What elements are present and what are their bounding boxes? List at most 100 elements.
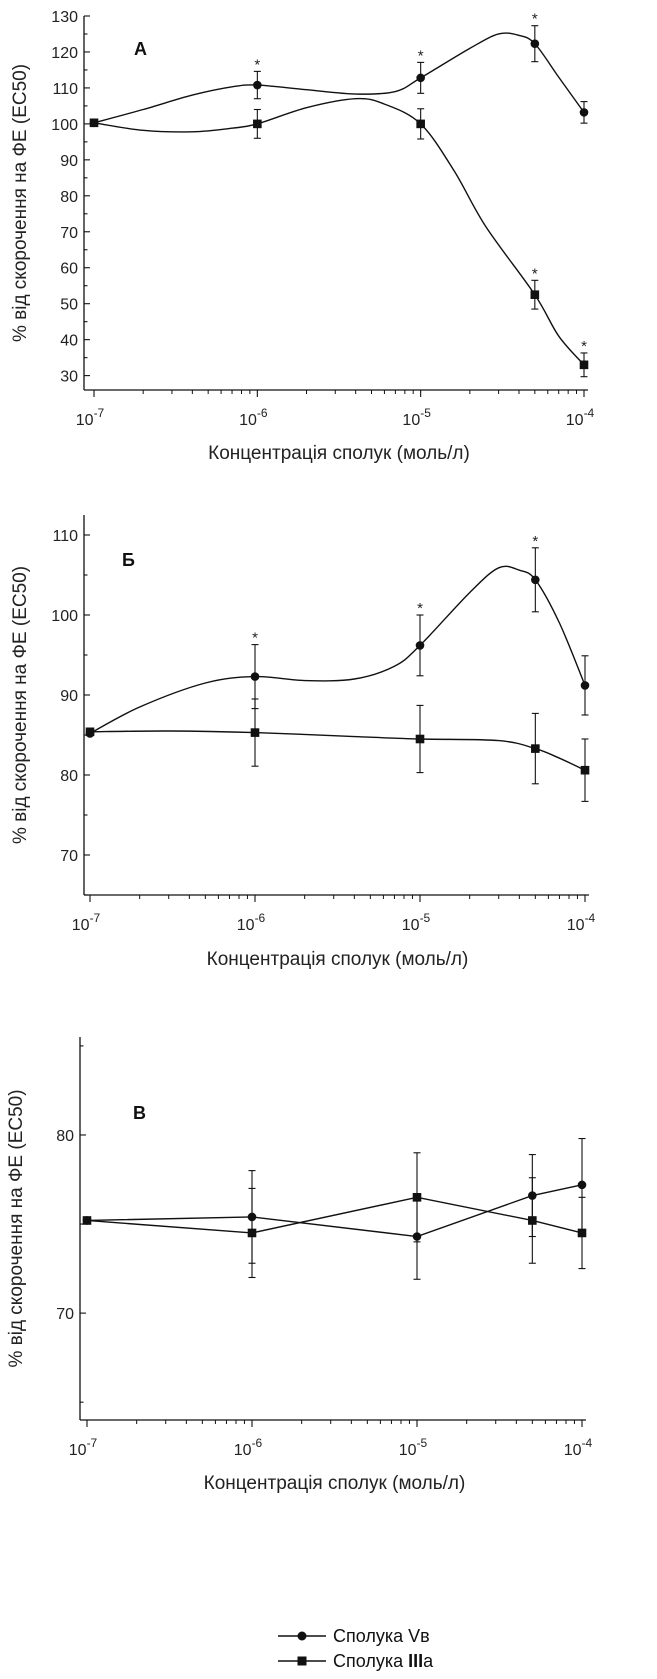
series-iiia: ** xyxy=(89,97,589,378)
data-point-circle xyxy=(416,73,425,83)
x-tick-base: 10 xyxy=(69,1442,87,1459)
x-tick-exponent: -4 xyxy=(584,406,595,420)
series-line xyxy=(93,97,585,366)
x-tick-exponent: -5 xyxy=(420,406,431,420)
panel-label: В xyxy=(133,1103,146,1123)
data-point-square xyxy=(247,1228,257,1238)
x-tick-base: 10 xyxy=(237,917,255,934)
y-tick-label: 80 xyxy=(56,1128,74,1145)
data-point-square xyxy=(531,744,540,753)
x-tick-label: 10-6 xyxy=(237,911,266,934)
panel-label: Б xyxy=(122,550,135,570)
x-tick-base: 10 xyxy=(239,412,257,429)
data-point-square xyxy=(89,118,99,128)
x-tick-label: 10-7 xyxy=(76,406,105,429)
y-axis-title: % від скорочення на ФЕ (EC50) xyxy=(6,1089,27,1367)
series-v xyxy=(82,1137,587,1280)
data-point-square xyxy=(528,1216,537,1225)
y-tick-label: 70 xyxy=(56,1306,74,1323)
circle-marker-icon xyxy=(297,1631,307,1641)
data-point-circle xyxy=(579,108,589,117)
significance-star: * xyxy=(532,533,538,550)
x-tick-base: 10 xyxy=(402,412,420,429)
x-tick-base: 10 xyxy=(72,917,90,934)
y-tick-label: 90 xyxy=(60,153,78,170)
series-line xyxy=(89,730,586,771)
series-iiia xyxy=(82,1152,587,1279)
data-point-square xyxy=(82,1216,92,1225)
x-tick-exponent: -7 xyxy=(87,1436,98,1450)
series-line xyxy=(89,565,586,735)
x-tick-base: 10 xyxy=(567,917,585,934)
x-tick-label: 10-5 xyxy=(402,911,431,934)
data-point-square xyxy=(580,765,590,775)
y-tick-label: 120 xyxy=(51,45,78,62)
y-tick-label: 80 xyxy=(60,189,78,206)
data-point-square xyxy=(530,290,540,300)
x-tick-exponent: -7 xyxy=(94,406,105,420)
series-v: * * * xyxy=(85,533,590,738)
significance-star: * xyxy=(532,265,538,282)
significance-star: * xyxy=(418,47,424,64)
legend-label-iiia-suffix: а xyxy=(423,1651,434,1671)
series-line xyxy=(86,1196,583,1234)
legend-label-iiia-prefix: Сполука xyxy=(333,1651,408,1671)
y-tick-label: 50 xyxy=(60,297,78,314)
x-axis-title: Концентрація сполук (моль/л) xyxy=(204,1473,466,1494)
x-tick-base: 10 xyxy=(566,412,584,429)
x-tick-label: 10-6 xyxy=(234,1436,263,1459)
y-tick-label: 100 xyxy=(51,608,78,625)
series-line xyxy=(86,1184,583,1238)
data-point-circle xyxy=(250,672,260,681)
x-tick-base: 10 xyxy=(402,917,420,934)
data-point-circle xyxy=(253,80,262,90)
data-point-square xyxy=(412,1193,422,1202)
data-point-square xyxy=(250,728,260,737)
x-axis-title: Концентрація сполук (моль/л) xyxy=(207,949,469,970)
x-tick-label: 10-4 xyxy=(564,1436,593,1459)
y-tick-label: 40 xyxy=(60,333,78,350)
x-tick-exponent: -6 xyxy=(257,406,268,420)
significance-star: * xyxy=(532,11,538,28)
panel-label: А xyxy=(134,39,147,59)
x-tick-base: 10 xyxy=(234,1442,252,1459)
x-tick-exponent: -7 xyxy=(90,911,101,925)
y-tick-label: 30 xyxy=(60,369,78,386)
x-tick-label: 10-5 xyxy=(402,406,431,429)
x-tick-base: 10 xyxy=(399,1442,417,1459)
data-point-circle xyxy=(580,681,590,690)
x-tick-exponent: -5 xyxy=(417,1436,428,1450)
y-tick-label: 80 xyxy=(60,768,78,785)
x-tick-label: 10-7 xyxy=(69,1436,98,1459)
y-tick-label: 90 xyxy=(60,688,78,705)
significance-star: * xyxy=(254,56,260,73)
series-v: * * * xyxy=(89,11,589,128)
x-tick-base: 10 xyxy=(564,1442,582,1459)
data-point-square xyxy=(85,727,95,737)
data-point-circle xyxy=(531,575,540,585)
y-tick-label: 110 xyxy=(52,528,78,545)
data-point-square xyxy=(579,360,589,370)
x-tick-label: 10-4 xyxy=(567,911,596,934)
y-axis-title: % від скорочення на ФЕ (EC50) xyxy=(10,64,31,342)
x-tick-exponent: -6 xyxy=(252,1436,263,1450)
data-point-circle xyxy=(530,39,540,48)
data-point-square xyxy=(253,119,262,129)
y-tick-label: 60 xyxy=(60,261,78,278)
x-axis-title: Концентрація сполук (моль/л) xyxy=(208,443,470,464)
y-axis-title: % від скорочення на ФЕ (EC50) xyxy=(10,566,31,844)
y-tick-label: 70 xyxy=(60,225,78,242)
square-marker-icon xyxy=(297,1656,307,1666)
x-tick-base: 10 xyxy=(76,412,94,429)
legend-label-iiia: Сполука IIIа xyxy=(333,1651,434,1671)
data-point-square xyxy=(416,119,425,129)
significance-star: * xyxy=(581,338,587,355)
series-iiia xyxy=(85,698,590,802)
data-point-circle xyxy=(577,1180,587,1190)
series-line xyxy=(93,32,585,124)
data-point-square xyxy=(577,1228,587,1238)
y-tick-label: 100 xyxy=(51,117,78,134)
